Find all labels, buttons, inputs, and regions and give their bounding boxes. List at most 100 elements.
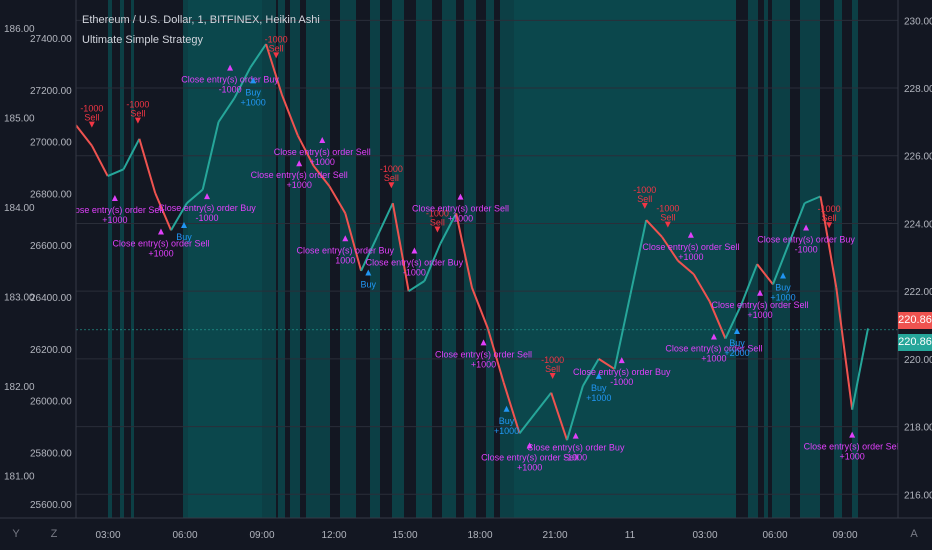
price-segment: [249, 43, 267, 69]
order-label: -1000: [265, 34, 288, 44]
order-label: Buy: [499, 416, 515, 426]
order-arrow: [803, 224, 810, 231]
order-arrow: [342, 235, 349, 242]
left-inner-tick-label: 25600.00: [30, 500, 72, 511]
price-segment: [154, 192, 172, 231]
price-badge-red: 220.86: [898, 312, 932, 329]
teal-zone: [772, 0, 790, 518]
price-segment: [107, 168, 124, 177]
price-segment: [851, 328, 869, 410]
order-label: Close entry(s) order Sell: [435, 349, 532, 359]
price-segment: [296, 134, 315, 167]
price-segment: [75, 124, 93, 147]
order-sublabel: Sell: [384, 173, 399, 183]
order-label: Close entry(s) order Sell: [251, 170, 348, 180]
teal-zone: [188, 0, 262, 518]
order-label: Close entry(s) order Sell: [804, 442, 901, 452]
order-label: Close entry(s) order Sell: [66, 205, 163, 215]
teal-zone: [290, 0, 300, 518]
teal-zone: [278, 0, 285, 518]
price-segment: [740, 263, 759, 306]
right-tick-label: 218.00: [904, 423, 932, 434]
price-segment: [550, 392, 568, 441]
order-arrow: [549, 373, 556, 380]
left-outer-tick-label: 185.00: [4, 114, 35, 125]
order-sublabel: -1000: [795, 245, 818, 255]
price-segment: [217, 97, 236, 123]
time-tick-label: 21:00: [542, 530, 567, 541]
time-tick-label: 09:00: [832, 530, 857, 541]
price-segment: [360, 236, 378, 272]
left-outer-tick-label: 181.00: [4, 472, 35, 483]
left-axis-bg: [0, 0, 76, 518]
right-tick-label: 230.00: [904, 16, 932, 27]
teal-zone: [340, 0, 356, 518]
right-tick-label: 226.00: [904, 152, 932, 163]
left-inner-tick-label: 26800.00: [30, 189, 72, 200]
left-inner-tick-label: 26000.00: [30, 397, 72, 408]
order-label: Close entry(s) order Buy: [573, 367, 671, 377]
order-arrow: [388, 182, 395, 189]
right-tick-label: 216.00: [904, 490, 932, 501]
teal-zone: [108, 0, 112, 518]
order-arrow: [88, 121, 95, 128]
right-tick-label: 228.00: [904, 84, 932, 95]
time-tick-label: 18:00: [467, 530, 492, 541]
order-sublabel: Sell: [269, 43, 284, 53]
order-arrow: [296, 160, 303, 167]
auto-scale-button[interactable]: A: [910, 528, 918, 540]
order-sublabel: +1000: [747, 310, 772, 320]
time-tick-label: 03:00: [692, 530, 717, 541]
teal-zone: [306, 0, 330, 518]
order-sublabel: +1000: [770, 293, 795, 303]
order-sublabel: Sell: [84, 113, 99, 123]
price-segment: [835, 287, 854, 410]
order-label: Close entry(s) order Sell: [412, 204, 509, 214]
price-segment: [138, 138, 157, 194]
order-label: Buy: [176, 232, 192, 242]
order-label: Close entry(s) order Sell: [642, 242, 739, 252]
teal-zone: [800, 0, 820, 518]
z-axis-button[interactable]: Z: [50, 528, 58, 540]
order-label: Close entry(s) order Buy: [158, 203, 256, 213]
price-segment: [819, 196, 838, 288]
order-sublabel: +1000: [448, 214, 473, 224]
left-inner-tick-label: 26200.00: [30, 345, 72, 356]
order-sublabel: +1000: [517, 462, 542, 472]
order-arrow: [710, 333, 717, 340]
time-tick-label: 11: [625, 530, 636, 541]
teal-zones: [108, 0, 858, 518]
price-segment: [391, 202, 410, 292]
strategy-name[interactable]: Ultimate Simple Strategy: [82, 34, 204, 46]
time-tick-label: 06:00: [762, 530, 787, 541]
price-segment: [486, 328, 505, 383]
left-outer-tick-label: 183.00: [4, 293, 35, 304]
order-label: Close entry(s) order Buy: [757, 235, 855, 245]
order-arrow: [181, 222, 187, 229]
left-inner-tick-label: 25800.00: [30, 448, 72, 459]
order-label: -1000: [818, 204, 841, 214]
order-arrow: [227, 64, 234, 71]
order-arrow: [434, 226, 441, 233]
teal-zone: [486, 0, 494, 518]
order-arrow: [526, 442, 533, 449]
order-sublabel: +1000: [240, 97, 265, 107]
price-segment: [566, 385, 584, 441]
teal-zone: [183, 0, 188, 518]
order-arrow: [618, 357, 625, 364]
price-segment: [502, 382, 521, 434]
price-segment: [408, 280, 426, 293]
left-inner-tick-label: 27200.00: [30, 86, 72, 97]
teal-zone: [514, 0, 736, 518]
y-axis-button[interactable]: Y: [12, 528, 20, 540]
grid: [76, 19, 898, 495]
order-arrow: [733, 327, 740, 334]
order-arrow: [411, 247, 418, 254]
order-sublabel: Sell: [660, 213, 675, 223]
price-segment: [534, 392, 552, 414]
order-sublabel: Sell: [822, 213, 837, 223]
price-segment: [201, 121, 220, 190]
price-segment: [439, 212, 458, 245]
